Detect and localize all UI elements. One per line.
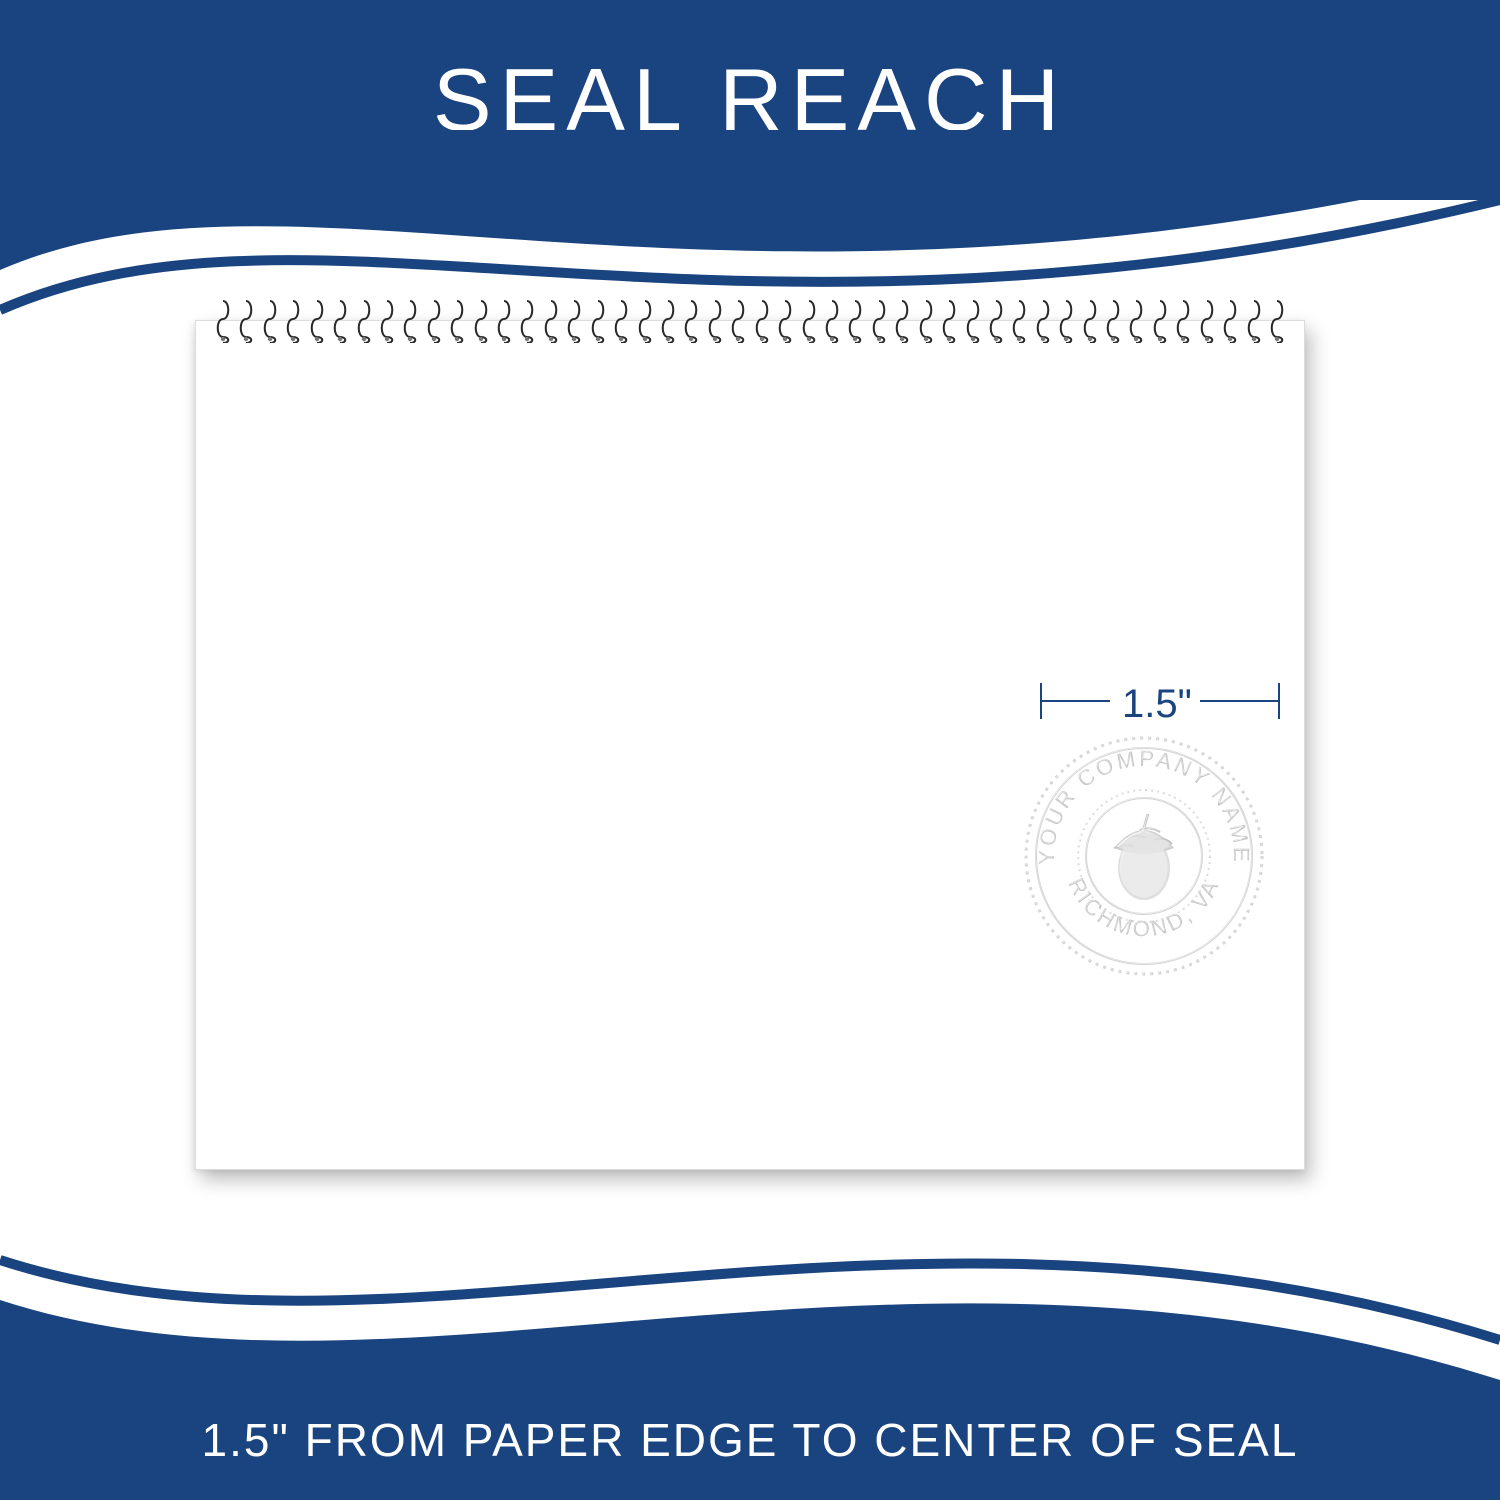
- spiral-ring: [497, 299, 511, 343]
- spiral-ring: [520, 299, 534, 343]
- measurement-indicator: 1.5": [1040, 676, 1280, 726]
- spiral-ring: [802, 299, 816, 343]
- spiral-ring: [216, 299, 230, 343]
- spiral-ring: [848, 299, 862, 343]
- spiral-ring: [755, 299, 769, 343]
- spiral-ring: [1059, 299, 1073, 343]
- spiral-ring: [1083, 299, 1097, 343]
- spiral-ring: [1153, 299, 1167, 343]
- spiral-ring: [872, 299, 886, 343]
- spiral-ring: [1270, 299, 1284, 343]
- spiral-ring: [614, 299, 628, 343]
- spiral-binding: [216, 299, 1284, 343]
- spiral-ring: [661, 299, 675, 343]
- measure-cap-right: [1278, 683, 1280, 719]
- measure-line-right: [1200, 700, 1280, 702]
- spiral-ring: [1200, 299, 1214, 343]
- spiral-ring: [942, 299, 956, 343]
- spiral-ring: [1012, 299, 1026, 343]
- footer-text: 1.5" FROM PAPER EDGE TO CENTER OF SEAL: [202, 1413, 1299, 1467]
- spiral-ring: [567, 299, 581, 343]
- spiral-ring: [263, 299, 277, 343]
- spiral-ring: [989, 299, 1003, 343]
- spiral-ring: [544, 299, 558, 343]
- footer-band: 1.5" FROM PAPER EDGE TO CENTER OF SEAL: [0, 1380, 1500, 1500]
- spiral-ring: [708, 299, 722, 343]
- spiral-ring: [684, 299, 698, 343]
- spiral-ring: [825, 299, 839, 343]
- spiral-ring: [450, 299, 464, 343]
- spiral-ring: [427, 299, 441, 343]
- acorn-icon: [1114, 814, 1174, 900]
- spiral-ring: [638, 299, 652, 343]
- spiral-ring: [1106, 299, 1120, 343]
- spiral-ring: [474, 299, 488, 343]
- spiral-ring: [1129, 299, 1143, 343]
- spiral-ring: [310, 299, 324, 343]
- spiral-ring: [1036, 299, 1050, 343]
- measure-label: 1.5": [1118, 682, 1196, 727]
- spiral-ring: [731, 299, 745, 343]
- spiral-ring: [403, 299, 417, 343]
- spiral-ring: [895, 299, 909, 343]
- spiral-ring: [239, 299, 253, 343]
- header-band: SEAL REACH: [0, 0, 1500, 200]
- spiral-ring: [966, 299, 980, 343]
- spiral-ring: [333, 299, 347, 343]
- embossed-seal: YOUR COMPANY NAME RICHMOND, VA: [1014, 726, 1274, 986]
- spiral-ring: [357, 299, 371, 343]
- spiral-ring: [1223, 299, 1237, 343]
- spiral-ring: [1176, 299, 1190, 343]
- header-title: SEAL REACH: [433, 49, 1067, 151]
- measure-line-left: [1040, 700, 1110, 702]
- spiral-ring: [380, 299, 394, 343]
- notepad: 1.5": [195, 320, 1305, 1170]
- spiral-ring: [1247, 299, 1261, 343]
- spiral-ring: [778, 299, 792, 343]
- spiral-ring: [286, 299, 300, 343]
- spiral-ring: [919, 299, 933, 343]
- spiral-ring: [591, 299, 605, 343]
